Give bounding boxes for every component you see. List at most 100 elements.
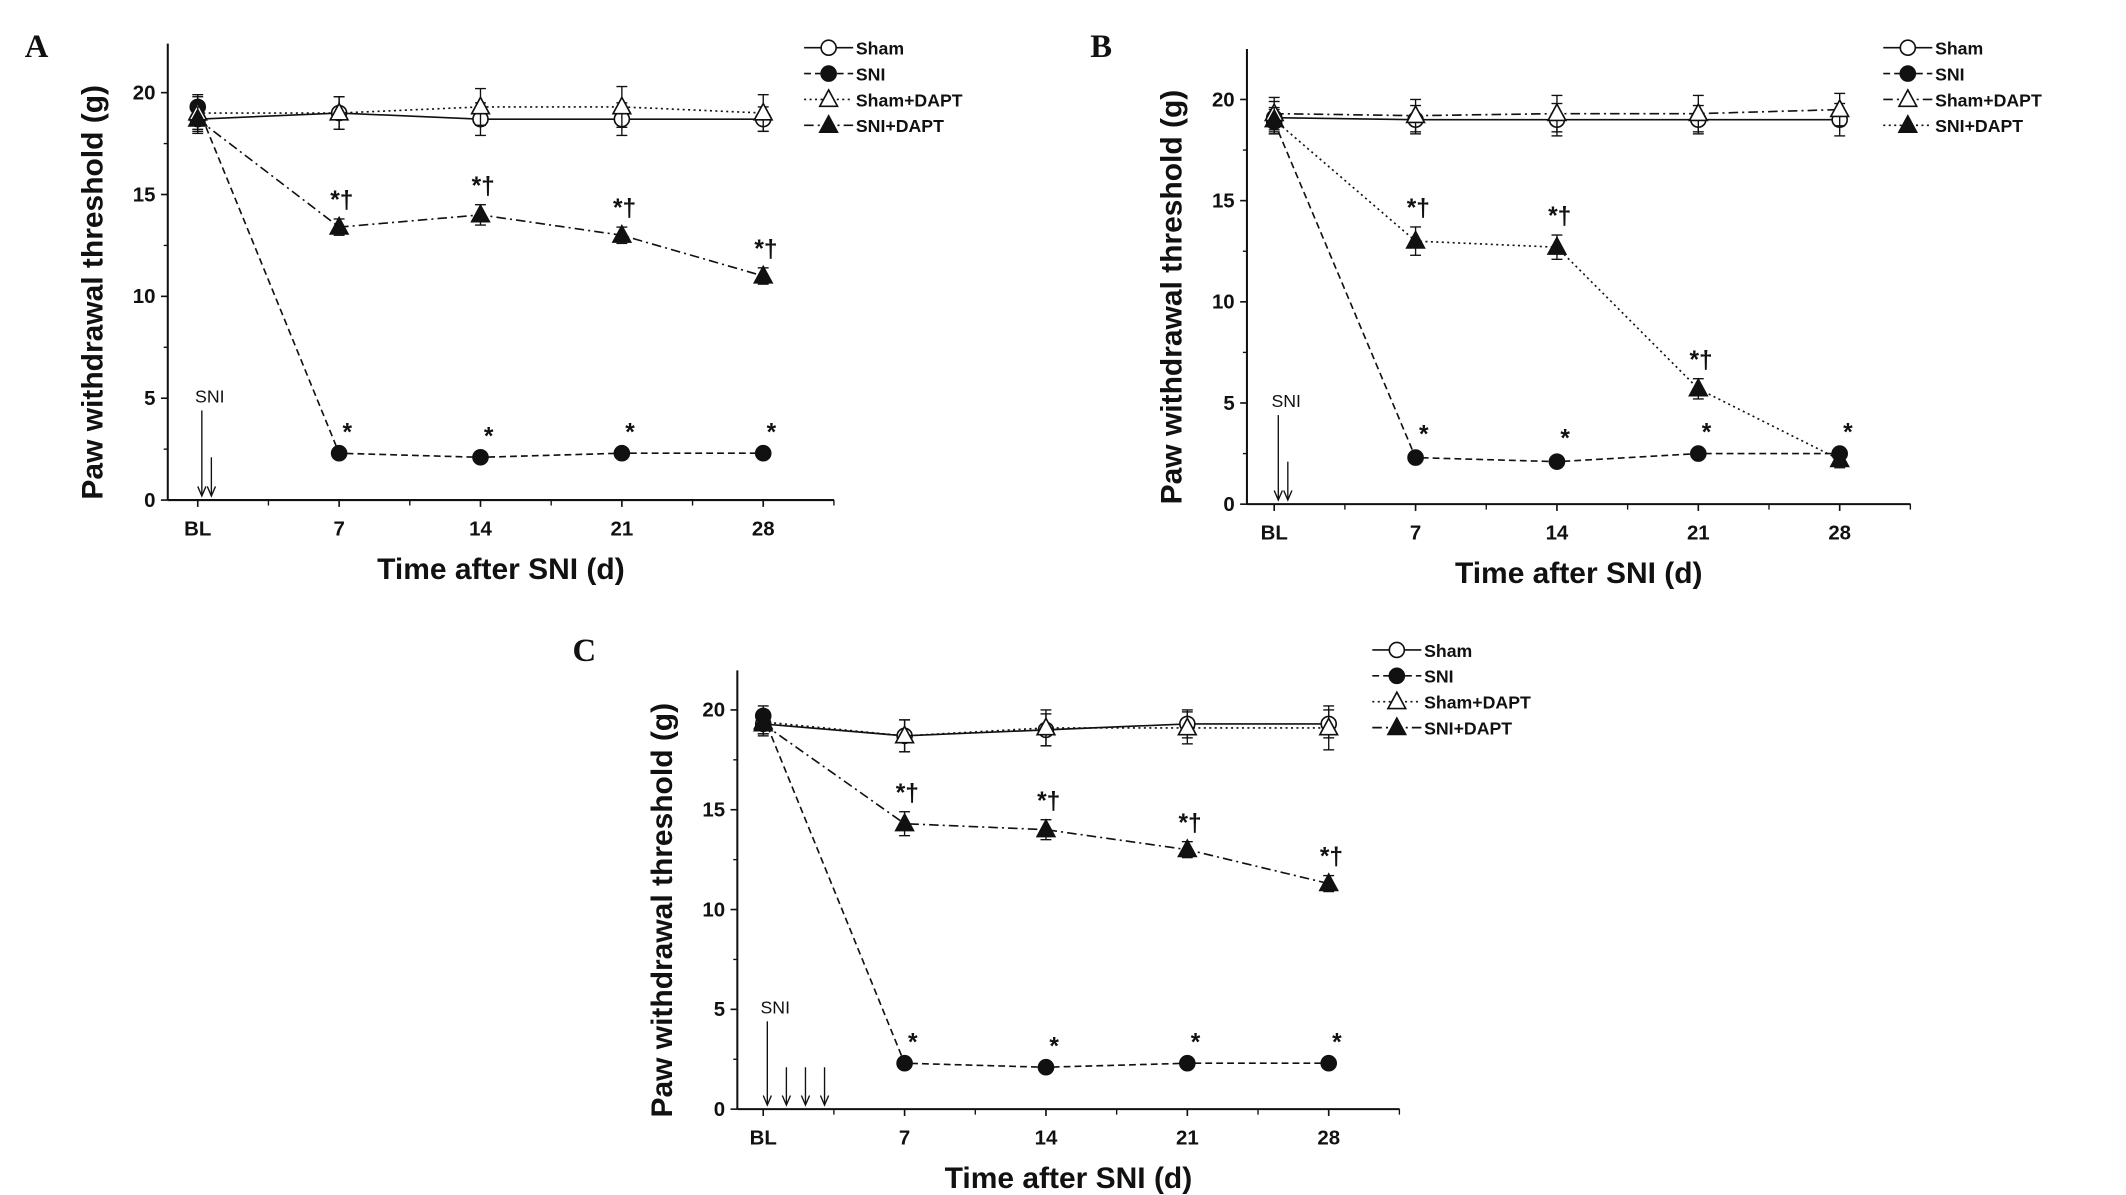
series-line: [1273, 119, 1841, 461]
x-tick-label: 28: [752, 519, 775, 541]
legend-label: SNI+DAPT: [856, 116, 944, 136]
panel-label: A: [25, 29, 49, 65]
y-tick-label: 5: [1223, 393, 1234, 415]
panel-label: C: [572, 633, 596, 669]
x-tick-label: 7: [1410, 523, 1421, 545]
significance-annotation: *†: [1407, 195, 1430, 222]
data-point: [330, 444, 348, 462]
data-point: [894, 812, 915, 832]
legend-label: SNI: [1935, 64, 1965, 84]
x-tick-label: 14: [1035, 1128, 1058, 1150]
series-sni-dapt: *† *† *†: [1263, 106, 1850, 469]
x-tick-label: 21: [1176, 1128, 1199, 1150]
y-tick-label: 15: [133, 184, 156, 206]
y-tick-label: 0: [144, 490, 155, 512]
legend-marker: [1388, 641, 1406, 659]
y-tick-label: 0: [714, 1099, 725, 1121]
data-point: [1548, 453, 1566, 470]
significance-annotation: *: [484, 423, 494, 450]
legend-marker: [1897, 88, 1919, 108]
significance-annotation: *: [1332, 1029, 1342, 1056]
legend-marker: [820, 65, 837, 82]
legend-label: Sham+DAPT: [1424, 693, 1531, 713]
legend-label: Sham+DAPT: [856, 90, 963, 110]
data-point: [752, 264, 774, 284]
data-point: [1688, 377, 1709, 397]
x-tick-label: 14: [469, 519, 492, 541]
y-axis-title: Paw withdrawal threshold (g): [76, 85, 109, 500]
series-sni-dapt: *† *† *† *†: [187, 106, 778, 285]
data-point: [894, 724, 915, 744]
arrow-down-icon: [819, 1095, 830, 1107]
significance-annotation: *: [1191, 1029, 1201, 1056]
significance-annotation: *: [1049, 1033, 1059, 1060]
chart-panel-b: B 0 5 10 15 20 BL 7 14 21 28 Time after SNI (d) Paw …: [1090, 29, 2042, 590]
chart-panel-a: A 0 5 10 15 20 BL 7 14 21 28 Time after SNI (d) Paw …: [25, 29, 963, 586]
data-point: [1318, 716, 1339, 736]
series-sni: * * * *: [754, 705, 1342, 1076]
legend-marker: [1386, 716, 1408, 736]
legend-label: Sham: [856, 39, 904, 59]
significance-annotation: *: [767, 419, 777, 446]
sni-arrow-label: SNI: [1271, 391, 1301, 411]
series-line: [762, 715, 1329, 1069]
legend-marker: [1899, 39, 1917, 57]
data-point: [1405, 229, 1426, 249]
significance-annotation: *†: [330, 187, 353, 214]
legend-marker: [820, 39, 837, 57]
y-tick-label: 20: [133, 82, 156, 104]
significance-annotation: *†: [613, 195, 636, 222]
data-point: [752, 712, 774, 732]
y-axis-title: Paw withdrawal threshold (g): [646, 703, 679, 1118]
data-point: [1829, 98, 1850, 118]
legend-label: Sham+DAPT: [1935, 90, 2042, 110]
data-point: [1407, 449, 1424, 466]
series-line: [1273, 121, 1840, 463]
data-point: [1177, 716, 1198, 736]
data-point: [1035, 818, 1057, 838]
significance-annotation: *†: [754, 236, 777, 263]
legend-label: Sham: [1935, 39, 1983, 59]
y-tick-label: 5: [714, 999, 725, 1021]
y-axis-title: Paw withdrawal threshold (g): [1156, 90, 1189, 505]
significance-annotation: *: [1560, 426, 1570, 453]
significance-annotation: *†: [1689, 347, 1712, 374]
data-point: [1035, 716, 1057, 736]
y-tick-label: 10: [133, 286, 156, 308]
data-point: [328, 215, 350, 235]
sni-arrow-label: SNI: [195, 386, 225, 406]
data-point: [1690, 445, 1707, 462]
series-line: [197, 106, 764, 114]
significance-annotation: *: [1419, 422, 1429, 449]
y-tick-label: 15: [1212, 190, 1235, 212]
legend-marker: [1386, 690, 1408, 710]
series-sham-dapt: [752, 705, 1339, 753]
series-line: [196, 106, 764, 459]
significance-annotation: *†: [896, 780, 919, 807]
panel-label: B: [1090, 29, 1112, 65]
data-point: [1318, 872, 1339, 892]
data-point: [1405, 104, 1426, 124]
data-point: [1320, 1054, 1338, 1072]
x-axis-title: Time after SNI (d): [945, 1162, 1193, 1195]
sni-arrow-label: SNI: [761, 997, 791, 1017]
x-axis-title: Time after SNI (d): [377, 553, 625, 586]
y-tick-label: 10: [1212, 292, 1235, 314]
arrow-down-icon: [197, 486, 207, 498]
series-sni: * * * *: [189, 94, 777, 466]
legend-marker: [818, 114, 839, 133]
legend-marker: [1899, 65, 1917, 82]
arrow-down-icon: [781, 1095, 792, 1107]
data-point: [470, 203, 491, 223]
x-tick-label: 21: [1687, 523, 1710, 545]
significance-annotation: *†: [1548, 203, 1571, 230]
significance-annotation: *†: [1178, 810, 1201, 837]
legend-label: SNI: [856, 64, 886, 84]
significance-annotation: *: [1843, 420, 1853, 447]
y-tick-label: 20: [702, 700, 725, 722]
data-point: [472, 448, 489, 466]
significance-annotation: *†: [472, 173, 495, 200]
data-point: [1688, 102, 1709, 122]
significance-annotation: *: [625, 419, 635, 446]
